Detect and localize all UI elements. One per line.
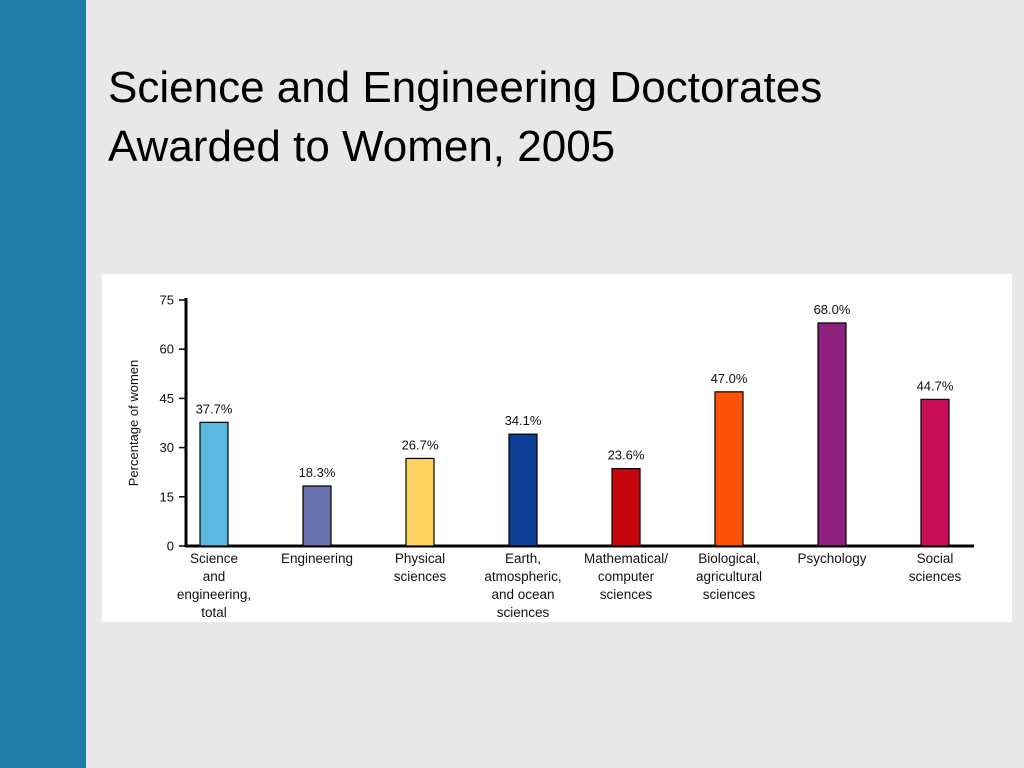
category-label: Social sciences	[909, 551, 962, 584]
slide-title-line-1: Science and Engineering Doctorates	[108, 63, 823, 112]
y-tick-label: 0	[167, 539, 174, 554]
bar	[817, 322, 847, 547]
category-label-line: sciences	[909, 569, 962, 584]
category-label: Science and engineering, total	[177, 551, 251, 620]
y-tick-label: 60	[160, 342, 174, 357]
category-label-line: and ocean	[491, 587, 554, 602]
category-label-line: Mathematical/	[584, 551, 668, 566]
y-tick-label: 75	[160, 293, 174, 308]
bar	[920, 398, 950, 547]
slide-accent-bar	[0, 0, 86, 768]
category-label-line: Biological,	[698, 551, 760, 566]
category-label: Psychology	[797, 551, 866, 566]
bar-value-label: 18.3%	[299, 465, 336, 480]
bar-value-label: 68.0%	[814, 302, 851, 317]
bar-value-label: 23.6%	[608, 448, 645, 463]
y-tick-label: 30	[160, 440, 174, 455]
category-label-line: Engineering	[281, 551, 353, 566]
slide-title: Science and Engineering Doctorates Award…	[108, 58, 988, 176]
category-label: Physical sciences	[394, 551, 447, 584]
bar	[302, 485, 332, 547]
category-label: Biological, agricultural sciences	[696, 551, 762, 602]
category-label: Earth, atmospheric, and ocean sciences	[484, 551, 561, 620]
category-label: Mathematical/computer sciences	[584, 551, 668, 602]
category-label-line: and	[203, 569, 226, 584]
category-label-line: Social	[917, 551, 954, 566]
y-tick-label: 45	[160, 391, 174, 406]
category-label-line: engineering,	[177, 587, 251, 602]
slide-title-line-2: Awarded to Women, 2005	[108, 122, 616, 171]
bar	[199, 421, 229, 547]
category-label-line: sciences	[497, 605, 550, 620]
bar-value-label: 26.7%	[402, 437, 439, 452]
chart-panel: 0 15 30 45 60 75 Percentage of women 37.7% Scie…	[102, 274, 1012, 622]
bar-value-label: 44.7%	[917, 378, 954, 393]
category-label-line: computer	[598, 569, 655, 584]
category-label-line: Psychology	[797, 551, 866, 566]
bar	[714, 391, 744, 547]
category-label: Engineering	[281, 551, 353, 566]
category-label-line: total	[201, 605, 227, 620]
category-label-line: Earth,	[505, 551, 541, 566]
category-label-line: Physical	[395, 551, 445, 566]
category-label-line: atmospheric,	[484, 569, 561, 584]
bar-value-label: 34.1%	[505, 413, 542, 428]
category-label-line: sciences	[394, 569, 447, 584]
y-axis-title: Percentage of women	[126, 360, 141, 486]
category-label-line: sciences	[703, 587, 756, 602]
bar	[405, 457, 435, 547]
bar-value-label: 37.7%	[196, 401, 233, 416]
category-label-line: Science	[190, 551, 238, 566]
bar	[611, 467, 641, 547]
category-label-line: sciences	[600, 587, 653, 602]
bar-chart: 0 15 30 45 60 75 Percentage of women 37.7% Scie…	[126, 293, 974, 620]
y-tick-label: 15	[160, 489, 174, 504]
category-label-line: agricultural	[696, 569, 762, 584]
bar	[508, 433, 538, 547]
bar-value-label: 47.0%	[711, 371, 748, 386]
